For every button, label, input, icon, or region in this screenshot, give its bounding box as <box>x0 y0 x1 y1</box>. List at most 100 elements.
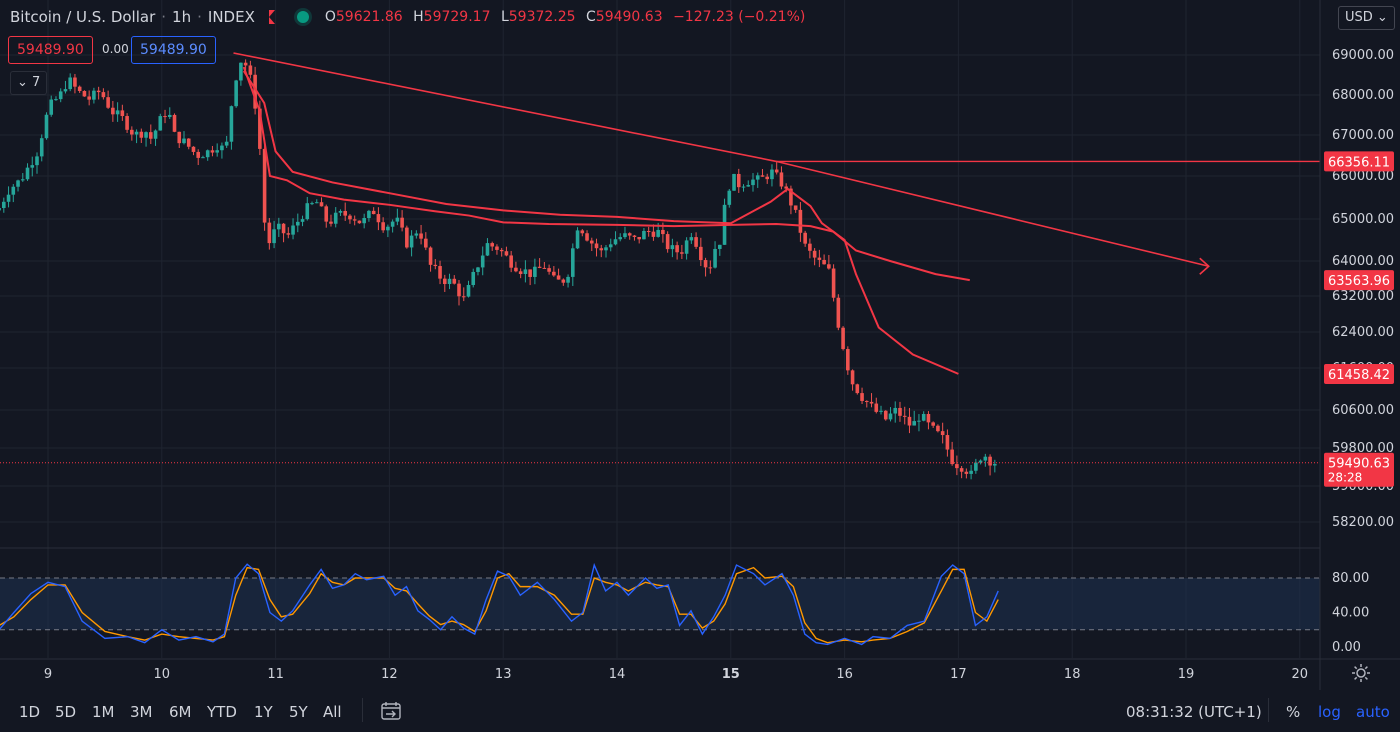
sell-price-button[interactable]: 59489.90 <box>8 36 93 64</box>
candle <box>73 73 77 94</box>
price-tick-label: 60600.00 <box>1332 403 1394 418</box>
candle <box>82 90 87 97</box>
candle-body <box>917 420 921 422</box>
candle-body <box>106 97 110 108</box>
candle <box>239 62 243 86</box>
range-6m[interactable]: 6M <box>169 703 192 721</box>
candle <box>850 369 855 391</box>
buy-price-button[interactable]: 59489.90 <box>131 36 216 64</box>
candle <box>201 155 205 159</box>
candle-body <box>879 410 883 412</box>
candle-body <box>68 77 72 90</box>
candle-body <box>476 267 480 272</box>
candle <box>25 163 30 181</box>
candle <box>983 453 988 467</box>
range-1y[interactable]: 1Y <box>254 703 273 721</box>
candle <box>651 224 656 241</box>
currency-button[interactable]: USD ⌄ <box>1338 6 1395 30</box>
indicators-toggle[interactable]: ⌄ 7 <box>10 71 48 95</box>
candle <box>134 129 139 144</box>
log-scale-button[interactable]: log <box>1318 703 1341 721</box>
candle-body <box>779 172 784 187</box>
candle-body <box>319 202 324 207</box>
price-tick-label: 63200.00 <box>1332 289 1394 304</box>
candle <box>58 88 63 103</box>
range-5y[interactable]: 5Y <box>289 703 308 721</box>
candle-body <box>205 150 210 158</box>
symbol-name[interactable]: Bitcoin / U.S. Dollar <box>10 8 156 26</box>
candle-body <box>670 245 675 250</box>
clock-timezone[interactable]: 08:31:32 (UTC+1) <box>1126 703 1262 721</box>
candle-body <box>841 327 845 350</box>
interval[interactable]: 1h <box>172 8 192 26</box>
range-1d[interactable]: 1D <box>19 703 41 721</box>
candle <box>585 230 589 242</box>
currency-label: USD <box>1345 10 1373 25</box>
candle-body <box>727 190 732 205</box>
candle <box>447 273 452 290</box>
candle <box>438 260 442 285</box>
candle-body <box>675 245 679 253</box>
candle-body <box>642 230 646 240</box>
candle <box>746 180 751 187</box>
candle-body <box>651 231 656 237</box>
candle <box>608 238 613 252</box>
candle <box>172 113 177 133</box>
candle <box>480 246 485 276</box>
flag-icon[interactable] <box>268 10 275 24</box>
auto-scale-button[interactable]: auto <box>1356 703 1390 721</box>
candle-body <box>883 410 888 420</box>
candle <box>96 86 101 100</box>
candle-body <box>224 141 229 146</box>
candle-body <box>239 62 243 81</box>
range-ytd[interactable]: YTD <box>207 703 237 721</box>
range-3m[interactable]: 3M <box>130 703 153 721</box>
candle <box>35 152 39 174</box>
candle <box>765 173 770 184</box>
candle <box>627 232 632 240</box>
range-1m[interactable]: 1M <box>92 703 115 721</box>
candle-body <box>243 62 248 66</box>
candle-body <box>931 422 935 426</box>
candle <box>224 135 229 148</box>
candle-body <box>30 165 35 168</box>
candle <box>774 161 779 175</box>
candle <box>936 424 940 433</box>
candle <box>267 217 272 250</box>
candle-body <box>983 456 988 461</box>
price-tick-label: 67000.00 <box>1332 128 1394 143</box>
candle-body <box>940 431 945 436</box>
goto-date-icon[interactable] <box>381 702 401 720</box>
candle-body <box>945 435 950 450</box>
percent-scale-button[interactable]: % <box>1286 703 1301 721</box>
price-tick-label: 58200.00 <box>1332 515 1394 530</box>
candle-body <box>348 215 352 220</box>
candle-body <box>215 150 219 153</box>
candle <box>130 126 134 141</box>
candles <box>0 59 997 480</box>
candle-body <box>381 222 385 231</box>
spread-value: 0.00 <box>102 42 129 56</box>
candle-body <box>988 456 992 466</box>
candle <box>950 441 954 466</box>
candle <box>552 266 556 277</box>
candle-body <box>926 414 931 423</box>
candle-body <box>457 283 461 297</box>
candle <box>111 100 115 122</box>
price-tick-label: 69000.00 <box>1332 48 1394 63</box>
candle <box>808 238 812 259</box>
market-status-icon[interactable] <box>296 11 309 23</box>
settings-gear-icon[interactable] <box>1351 663 1371 683</box>
candle <box>319 197 324 207</box>
range-all[interactable]: All <box>323 703 342 721</box>
candle-body <box>210 150 215 153</box>
candle <box>92 87 96 104</box>
candle-body <box>96 90 101 93</box>
candle-body <box>196 151 201 158</box>
candle <box>300 215 305 227</box>
candle-body <box>518 271 523 274</box>
candle-body <box>281 223 286 234</box>
range-5d[interactable]: 5D <box>55 703 77 721</box>
time-tick-label: 20 <box>1292 667 1309 682</box>
